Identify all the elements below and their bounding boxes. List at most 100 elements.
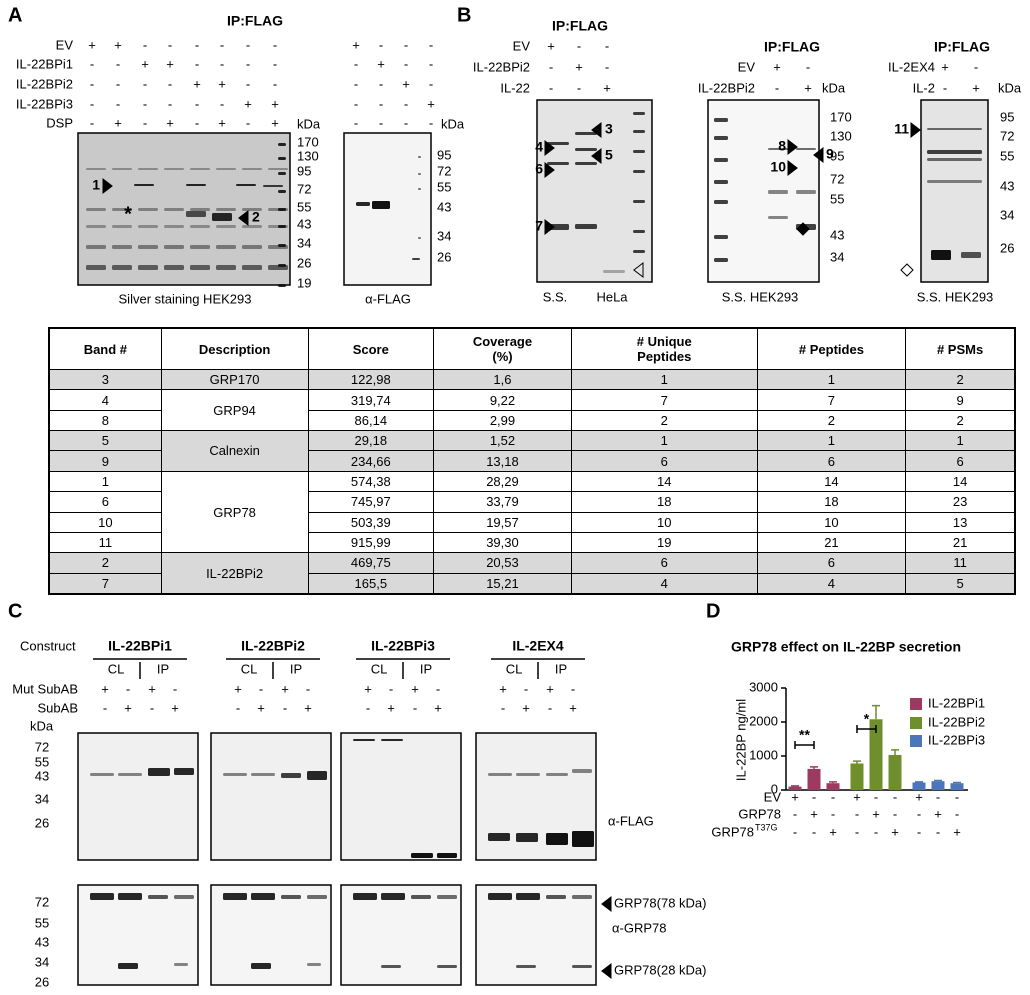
construct-name: IL-22BPi2 [241, 638, 305, 654]
band [186, 211, 206, 217]
table-row: 8 86,14 2,99 2 2 2 [48, 409, 1016, 432]
table-row: 10 503,39 19,57 10 10 13 [48, 511, 1016, 533]
band [138, 245, 158, 249]
band [186, 184, 206, 186]
lane-mark: - [90, 96, 94, 111]
lane-mark: - [379, 76, 383, 91]
band [138, 225, 158, 228]
band [633, 112, 645, 115]
condition-superscript: T37G [755, 822, 778, 832]
marker-label: 43 [830, 227, 844, 242]
table-cell: 19,57 [433, 511, 572, 533]
band [190, 265, 210, 270]
band-label: 10 [770, 159, 786, 175]
table-cell: 8 [48, 409, 162, 432]
column-header: Coverage (%) [433, 327, 572, 370]
table-cell: 11 [905, 552, 1016, 574]
band-label: 11 [894, 121, 909, 137]
column-header: Band # [48, 327, 162, 370]
bar [950, 783, 964, 790]
band [572, 831, 594, 847]
table-row: 5 Calnexin 29,18 1,52 1 1 1 [48, 430, 1016, 472]
band [174, 768, 194, 775]
arrowhead [544, 218, 555, 236]
table-cell: 4 [570, 572, 758, 595]
table-cell: 20,53 [433, 552, 572, 574]
marker-label: 95 [830, 148, 844, 163]
lane-mark: + [234, 681, 242, 696]
table-cell: 5 [905, 572, 1016, 595]
lane-mark: - [143, 96, 147, 111]
lane-mark: - [283, 700, 287, 715]
band [353, 739, 375, 741]
column-header: # Peptides [756, 327, 907, 370]
lane-mark: - [831, 806, 835, 821]
fraction-label: CL [506, 661, 523, 676]
table-cell: 14 [905, 470, 1016, 493]
table-cell: 39,30 [433, 531, 572, 554]
lane-mark: - [116, 76, 120, 91]
table-cell: 18 [756, 491, 907, 513]
blot-caption: Silver staining HEK293 [119, 291, 252, 306]
bar [826, 783, 840, 790]
kda-label: kDa [297, 116, 321, 131]
band-label: 1 [92, 177, 100, 193]
construct-name: IL-22BPi3 [371, 638, 435, 654]
band [575, 132, 597, 135]
lane-mark: + [387, 700, 395, 715]
blot-image [77, 132, 291, 286]
marker-label: 34 [35, 791, 49, 806]
header-text: # Peptides [798, 341, 864, 357]
significance-label: * [864, 711, 870, 727]
lane-mark: + [791, 789, 799, 804]
lane-mark: - [168, 37, 172, 52]
lane-mark: - [429, 76, 433, 91]
lane-mark: - [893, 789, 897, 804]
band [236, 184, 256, 186]
band [575, 224, 597, 229]
band [212, 213, 232, 221]
band [112, 208, 132, 211]
band-label: GRP78(78 kDa) [614, 895, 706, 910]
marker-label: 170 [830, 109, 852, 124]
description-cell: GRP170 [160, 368, 309, 391]
lane-mark: - [143, 37, 147, 52]
lane-mark: - [90, 76, 94, 91]
lane-mark: + [547, 38, 555, 53]
band [307, 963, 321, 966]
band [353, 893, 377, 900]
band [714, 200, 728, 204]
lane-mark: + [953, 824, 961, 839]
marker-label: 34 [830, 249, 844, 264]
error-bar [872, 704, 880, 720]
band-label: 6 [535, 161, 543, 177]
lane-mark: - [354, 56, 358, 71]
error-bar [915, 781, 923, 783]
band [572, 965, 592, 968]
band [251, 773, 275, 776]
row-label: IL-22BPi1 [16, 56, 73, 71]
lane-mark: - [173, 681, 177, 696]
table-cell: 6 [905, 450, 1016, 472]
lane-mark: - [793, 824, 797, 839]
lane-mark: - [90, 115, 94, 130]
band [164, 245, 184, 249]
lane-mark: - [306, 681, 310, 696]
lane-mark: - [404, 56, 408, 71]
lane-mark: - [150, 700, 154, 715]
band [242, 208, 262, 211]
band-label: * [124, 203, 132, 225]
lane-mark: + [411, 681, 419, 696]
panel-title: IP:FLAG [227, 13, 283, 29]
band [633, 170, 645, 173]
band [546, 833, 568, 845]
table-row: 4 GRP94 319,74 9,22 7 7 9 [48, 389, 1016, 432]
diamond-marker [900, 263, 914, 277]
table-cell: 11 [48, 531, 162, 554]
lane-mark: - [379, 96, 383, 111]
table-cell: 1 [756, 368, 907, 391]
band [307, 771, 327, 780]
fraction-label: CL [108, 661, 125, 676]
table-body: 3 GRP170 122,98 1,6 1 1 2 4 GRP94 319,74 9,22 7 7 9 8 8… [48, 368, 1016, 595]
